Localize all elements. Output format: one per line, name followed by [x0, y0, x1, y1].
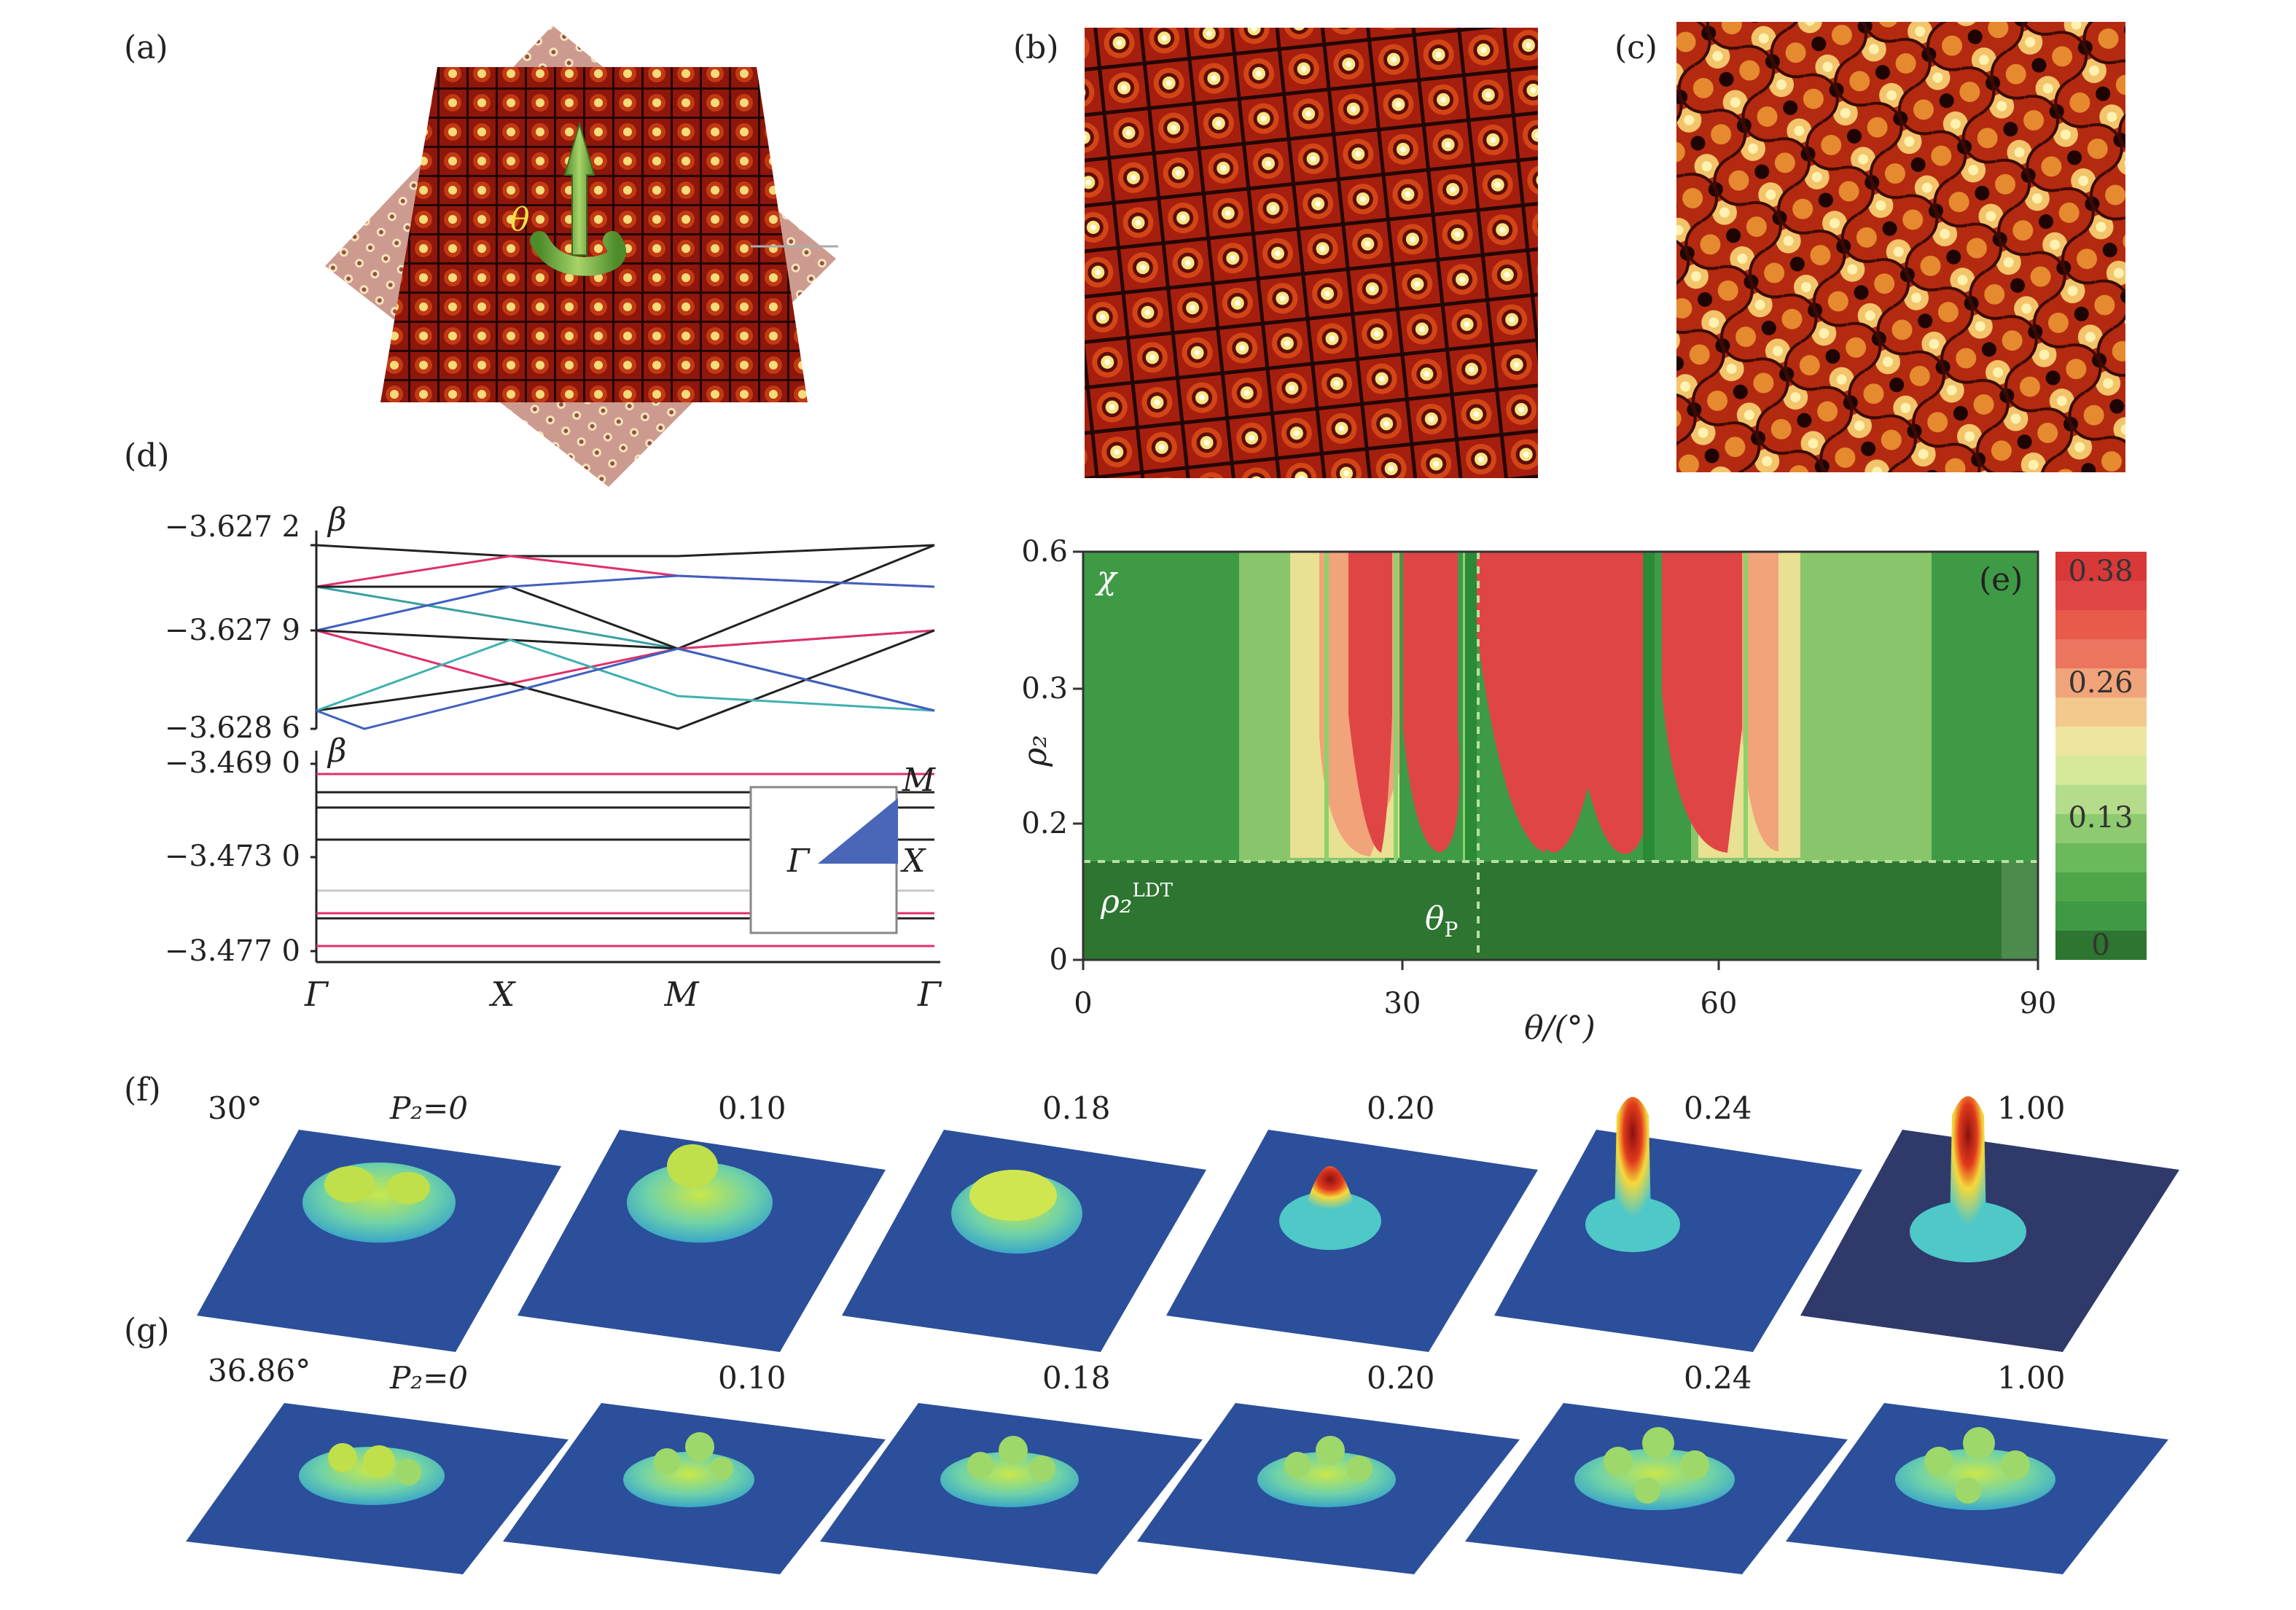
threshold-label: ρ₂LDT [1100, 880, 1174, 921]
panel-d-band-structure: β −3.627 2 −3.627 9 −3.628 6 β −3.469 0 … [165, 501, 942, 1014]
x-tick-90: 90 [2020, 987, 2057, 1020]
x-tick-gamma-1: Γ [304, 974, 329, 1014]
band-line [316, 629, 935, 685]
below-threshold-region [1083, 861, 2002, 960]
panel-label-c: (c) [1614, 29, 1657, 66]
row-g-value-2: 0.18 [1042, 1360, 1111, 1396]
brillouin-zone-inset: Γ X M [749, 762, 936, 934]
band-line [316, 544, 935, 650]
x-tick-x: X [489, 974, 517, 1014]
upper-y-symbol: β [327, 501, 346, 539]
row-f-value-4: 0.24 [1684, 1090, 1752, 1126]
surface-plot [518, 1130, 886, 1352]
surface-plot [820, 1403, 1203, 1574]
surface-plot [842, 1130, 1206, 1352]
panel-label-e: (e) [1979, 561, 2023, 598]
lower-y-symbol: β [327, 732, 346, 770]
panel-label-f: (f) [124, 1071, 161, 1109]
y-axis-label: ρ₂ [1017, 735, 1054, 767]
row-g-value-4: 0.24 [1684, 1360, 1752, 1396]
surface-plot [197, 1130, 561, 1352]
surface-plot [1800, 1096, 2179, 1352]
colorbar-tick-0-13: 0.13 [2068, 801, 2133, 835]
surface-plot [1166, 1130, 1538, 1352]
red-region [1662, 552, 1742, 853]
row-g-angle: 36.86° [208, 1353, 311, 1388]
red-region [1567, 552, 1652, 854]
row-f-angle: 30° [208, 1090, 262, 1126]
inset-m: M [902, 762, 936, 799]
top-lattice-layer [380, 67, 808, 402]
red-region [1742, 552, 1778, 851]
chi-symbol: χ [1095, 560, 1118, 597]
band-line [316, 544, 935, 558]
upper-tick-1: −3.627 2 [165, 510, 300, 544]
rotation-axis-arrow-icon [563, 121, 596, 256]
colorbar-tick-0-26: 0.26 [2068, 666, 2133, 700]
x-tick-gamma-2: Γ [917, 974, 942, 1014]
row-f-value-1: 0.10 [718, 1090, 786, 1126]
panel-b-square-lattice [1085, 28, 1538, 478]
panel-c-moire-lattice [1676, 22, 2125, 472]
upper-tick-3: −3.628 6 [165, 711, 300, 745]
colorbar-tick-0-38: 0.38 [2068, 555, 2133, 588]
theta-symbol: θ [510, 201, 530, 238]
row-g-value-5: 1.00 [1997, 1360, 2066, 1396]
irreducible-zone-icon [818, 798, 898, 864]
upper-tick-2: −3.627 9 [165, 614, 300, 647]
row-f-p-label: P₂=0 [389, 1090, 468, 1126]
surface-plot [1786, 1403, 2168, 1574]
theta-p-label: θP [1425, 900, 1458, 942]
lower-tick-1: −3.469 0 [165, 746, 300, 780]
panel-f-surfaces [197, 1096, 2179, 1352]
row-g-value-1: 0.10 [718, 1360, 786, 1396]
inset-gamma: Γ [786, 843, 811, 880]
surface-plot [503, 1403, 886, 1574]
rotation-arc-icon [530, 231, 627, 276]
colorbar: 0.38 0.26 0.13 0 [2055, 552, 2147, 962]
x-axis-label: θ/(°) [1524, 1009, 1596, 1047]
y-tick-0-3: 0.3 [1021, 672, 1068, 706]
panel-label-b: (b) [1013, 29, 1059, 66]
x-tick-30: 30 [1384, 987, 1421, 1020]
surface-plot [1494, 1097, 1862, 1352]
y-tick-0-2: 0.2 [1021, 807, 1068, 840]
row-f-value-2: 0.18 [1042, 1090, 1111, 1126]
panel-label-g: (g) [124, 1312, 170, 1349]
lower-tick-2: −3.473 0 [165, 840, 300, 873]
row-g-value-3: 0.20 [1367, 1360, 1435, 1396]
red-region [1348, 552, 1392, 853]
surface-plot [1465, 1403, 1848, 1574]
panel-g-surfaces [186, 1403, 2168, 1574]
lower-tick-3: −3.477 0 [165, 934, 300, 968]
x-tick-0: 0 [1074, 987, 1092, 1020]
inset-x: X [900, 843, 926, 880]
colorbar-tick-0: 0 [2091, 929, 2109, 962]
panel-a-moire-bilayer: θ [325, 26, 838, 487]
red-region [1403, 552, 1460, 853]
y-tick-0: 0 [1050, 943, 1068, 977]
band-line [316, 638, 935, 712]
x-tick-60: 60 [1700, 987, 1738, 1020]
row-g-p-label: P₂=0 [389, 1360, 468, 1396]
band-line [316, 574, 935, 632]
row-f-value-3: 0.20 [1367, 1090, 1435, 1126]
band-line [316, 585, 935, 650]
band-line [316, 647, 935, 730]
panel-e-phase-map: 0.6 0.3 0.2 0 0 30 60 90 θ/(°) ρ₂ χ (e) … [1017, 535, 2147, 1047]
panel-label-d: (d) [124, 437, 170, 474]
x-tick-m: M [663, 974, 700, 1014]
surface-plot [186, 1403, 569, 1574]
y-tick-0-6: 0.6 [1021, 535, 1068, 568]
panel-label-a: (a) [124, 29, 168, 66]
surface-plot [1137, 1403, 1520, 1574]
row-f-value-5: 1.00 [1997, 1090, 2066, 1126]
